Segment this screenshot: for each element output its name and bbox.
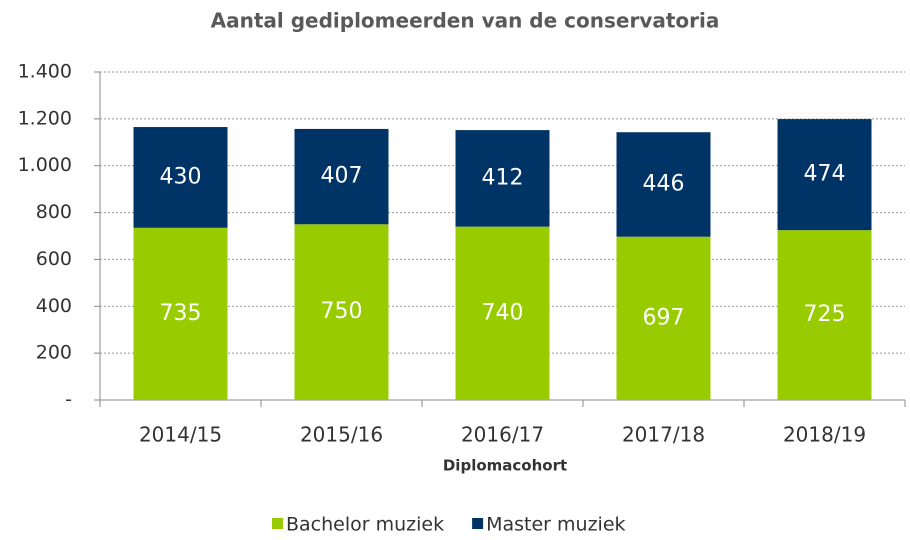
- bar-segment: [455, 226, 550, 400]
- chart-title: Aantal gediplomeerden van de conservator…: [211, 9, 720, 33]
- data-label: 412: [482, 165, 524, 190]
- y-tick-label: 1.200: [18, 107, 72, 129]
- data-label: 407: [321, 164, 363, 189]
- data-label: 474: [804, 162, 846, 187]
- y-tick-label: -: [65, 389, 72, 411]
- y-tick-label: 1.000: [18, 154, 72, 176]
- legend-swatch: [472, 518, 484, 529]
- y-tick-label: 600: [36, 248, 72, 270]
- data-label: 430: [160, 164, 202, 189]
- bar-segment: [777, 230, 872, 400]
- legend-label: Bachelor muziek: [286, 514, 444, 536]
- bar-segment: [616, 132, 711, 237]
- bar-segment: [616, 236, 711, 400]
- y-tick-label: 1.400: [18, 61, 72, 83]
- y-tick-label: 800: [36, 201, 72, 223]
- data-label: 750: [321, 299, 363, 324]
- y-tick-label: 200: [36, 342, 72, 364]
- bar-segment: [294, 128, 389, 225]
- legend-label: Master muziek: [486, 514, 625, 536]
- legend-swatch: [272, 518, 283, 529]
- bar-segment: [294, 224, 389, 400]
- x-tick-label: 2017/18: [622, 423, 705, 447]
- data-label: 735: [160, 301, 202, 326]
- x-tick-label: 2014/15: [139, 423, 222, 447]
- x-axis-title: Diplomacohort: [443, 457, 567, 475]
- bar-segment: [133, 227, 228, 400]
- x-tick-label: 2015/16: [300, 423, 383, 447]
- x-tick-label: 2016/17: [461, 423, 544, 447]
- data-label: 446: [643, 171, 685, 196]
- bar-segment: [455, 130, 550, 227]
- x-tick-label: 2018/19: [783, 423, 866, 447]
- data-label: 697: [643, 305, 685, 330]
- bar-segment: [133, 127, 228, 228]
- data-label: 740: [482, 300, 524, 325]
- bar-segment: [777, 119, 872, 231]
- y-tick-label: 400: [36, 295, 72, 317]
- data-label: 725: [804, 302, 846, 327]
